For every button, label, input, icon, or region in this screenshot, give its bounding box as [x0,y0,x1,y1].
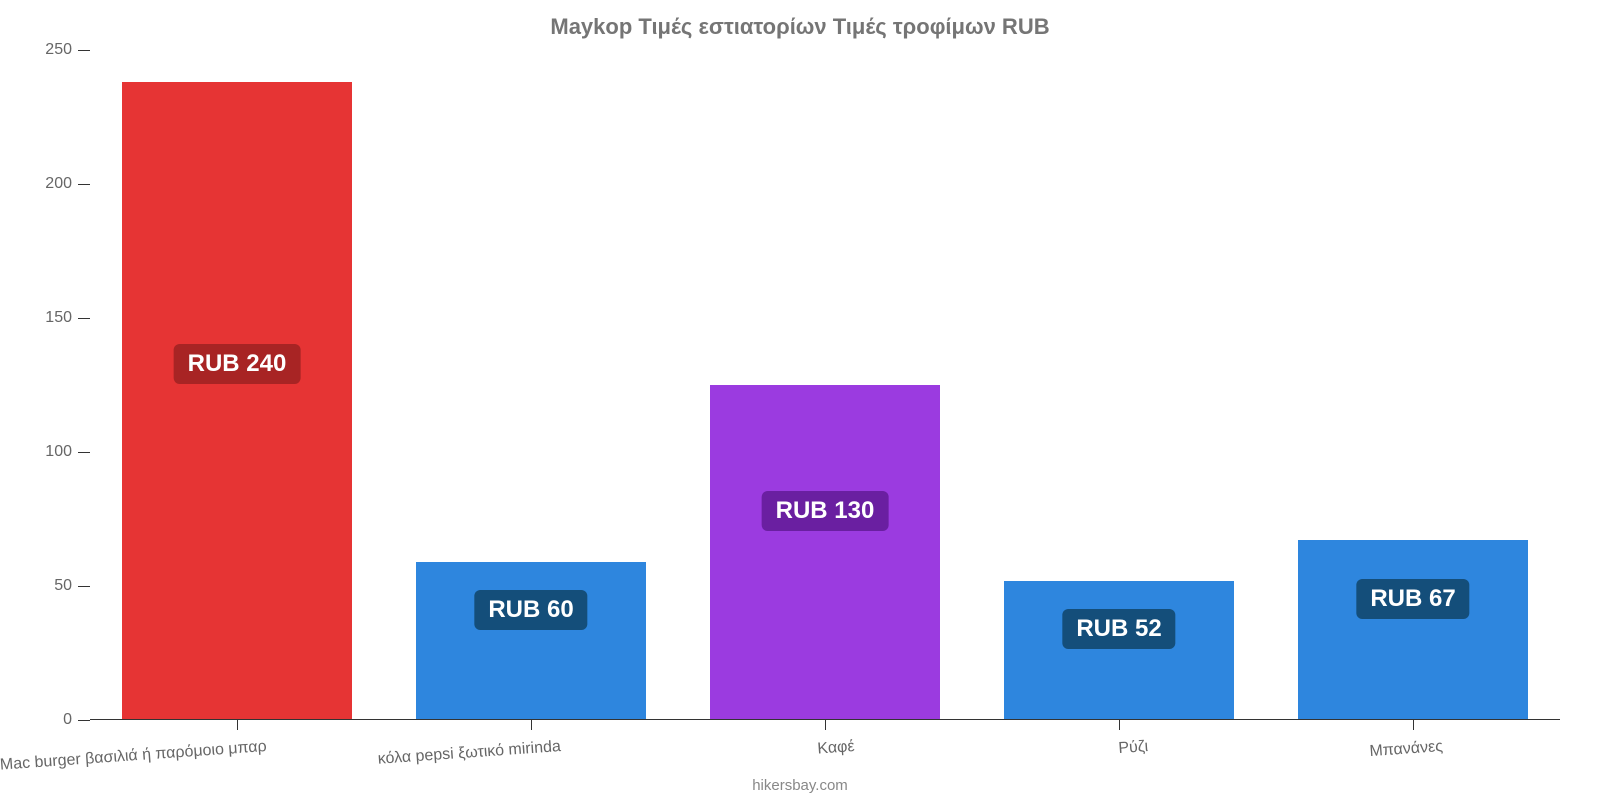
bar-value-label: RUB 52 [1062,609,1175,649]
x-labels-group: Mac burger βασιλιά ή παρόμοιο μπαρκόλα p… [90,726,1560,770]
y-tick-label: 250 [45,41,72,59]
bar-value-label: RUB 130 [762,491,889,531]
chart-container: Maykop Τιμές εστιατορίων Τιμές τροφίμων … [0,0,1600,800]
y-tick [78,586,90,587]
plot-area: 050100150200250 RUB 240RUB 60RUB 130RUB … [90,50,1560,720]
y-tick [78,318,90,319]
bar [122,82,351,720]
bars-group: RUB 240 RUB 60 RUB 130 RUB 52 RUB 67 [90,50,1560,720]
y-tick-label: 150 [45,309,72,327]
y-tick-label: 50 [54,577,72,595]
bar-value-label: RUB 67 [1356,579,1469,619]
y-tick [78,184,90,185]
x-category-label: κόλα pepsi ξωτικό mirinda [377,738,561,769]
y-tick [78,50,90,51]
x-category-label: Καφέ [817,738,855,759]
y-tick [78,720,90,721]
y-tick-label: 0 [63,711,72,729]
y-tick-label: 200 [45,175,72,193]
bar [710,385,939,720]
x-category-label: Ρύζι [1118,738,1149,758]
chart-title: Maykop Τιμές εστιατορίων Τιμές τροφίμων … [0,0,1600,40]
bar-value-label: RUB 240 [174,344,301,384]
y-tick-label: 100 [45,443,72,461]
bar [416,562,645,720]
footer-attribution: hikersbay.com [0,777,1600,794]
bar [1004,581,1233,720]
bar [1298,540,1527,720]
bar-value-label: RUB 60 [474,590,587,630]
x-category-label: Μπανάνες [1368,738,1443,761]
y-tick [78,452,90,453]
x-category-label: Mac burger βασιλιά ή παρόμοιο μπαρ [0,738,267,775]
